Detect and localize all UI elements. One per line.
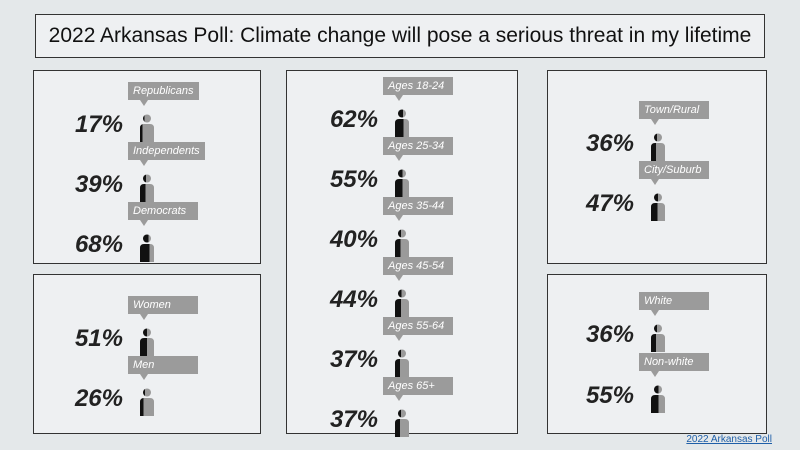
category-label: Democrats — [128, 202, 198, 226]
percent-label: 40% — [329, 226, 378, 253]
person-body — [140, 184, 154, 202]
item-age: Ages 25-34 55% — [288, 137, 478, 197]
person-body — [395, 419, 409, 437]
person-body — [140, 398, 154, 416]
percent-label: 55% — [585, 382, 634, 409]
item-age: Ages 45-54 44% — [288, 257, 478, 317]
percent-label: 51% — [74, 325, 123, 352]
person-head — [143, 114, 151, 123]
person-head — [398, 349, 406, 358]
person-body — [651, 395, 665, 413]
person-icon — [651, 193, 665, 221]
item-age: Ages 65+ 37% — [288, 377, 478, 437]
person-body — [395, 179, 409, 197]
category-label: Ages 55-64 — [383, 317, 453, 341]
item-party: Democrats 68% — [33, 202, 223, 262]
category-label: Ages 25-34 — [383, 137, 453, 161]
percent-label: 37% — [329, 346, 378, 373]
person-body — [140, 124, 154, 142]
category-label: Republicans — [128, 82, 199, 106]
person-icon — [140, 114, 154, 142]
item-place: City/Suburb 47% — [544, 161, 734, 221]
percent-label: 55% — [329, 166, 378, 193]
item-age: Ages 18-24 62% — [288, 77, 478, 137]
person-body — [651, 143, 665, 161]
item-race: Non-white 55% — [544, 353, 734, 413]
person-icon — [651, 133, 665, 161]
category-label: Ages 65+ — [383, 377, 453, 401]
item-party: Republicans 17% — [33, 82, 223, 142]
person-icon — [395, 409, 409, 437]
item-age: Ages 55-64 37% — [288, 317, 478, 377]
person-head — [398, 409, 406, 418]
chart-title: 2022 Arkansas Poll: Climate change will … — [48, 24, 752, 47]
percent-label: 17% — [74, 111, 123, 138]
person-icon — [395, 169, 409, 197]
person-icon — [395, 229, 409, 257]
person-icon — [395, 349, 409, 377]
person-body — [395, 359, 409, 377]
percent-label: 37% — [329, 406, 378, 433]
category-label: City/Suburb — [639, 161, 709, 185]
category-label: White — [639, 292, 709, 316]
category-label: Men — [128, 356, 198, 380]
person-icon — [140, 388, 154, 416]
person-head — [654, 193, 662, 202]
person-head — [654, 324, 662, 333]
person-icon — [651, 385, 665, 413]
item-age: Ages 35-44 40% — [288, 197, 478, 257]
person-body — [140, 244, 154, 262]
item-race: White 36% — [544, 292, 734, 352]
person-head — [143, 234, 151, 243]
category-label: Town/Rural — [639, 101, 709, 125]
percent-label: 39% — [74, 171, 123, 198]
percent-label: 36% — [585, 130, 634, 157]
category-label: Ages 35-44 — [383, 197, 453, 221]
percent-label: 44% — [329, 286, 378, 313]
person-head — [398, 109, 406, 118]
person-head — [654, 385, 662, 394]
item-gender: Women 51% — [33, 296, 223, 356]
person-icon — [651, 324, 665, 352]
percent-label: 36% — [585, 321, 634, 348]
person-head — [143, 328, 151, 337]
item-gender: Men 26% — [33, 356, 223, 416]
person-head — [398, 289, 406, 298]
person-body — [140, 338, 154, 356]
person-body — [395, 119, 409, 137]
percent-label: 47% — [585, 190, 634, 217]
person-head — [398, 229, 406, 238]
percent-label: 26% — [74, 385, 123, 412]
category-label: Non-white — [639, 353, 709, 377]
person-head — [654, 133, 662, 142]
person-icon — [395, 109, 409, 137]
item-party: Independents 39% — [33, 142, 223, 202]
source-link[interactable]: 2022 Arkansas Poll — [686, 434, 772, 445]
item-place: Town/Rural 36% — [544, 101, 734, 161]
person-head — [398, 169, 406, 178]
category-label: Ages 18-24 — [383, 77, 453, 101]
person-body — [395, 239, 409, 257]
person-icon — [395, 289, 409, 317]
person-icon — [140, 328, 154, 356]
person-body — [651, 334, 665, 352]
person-icon — [140, 174, 154, 202]
category-label: Women — [128, 296, 198, 320]
percent-label: 68% — [74, 231, 123, 258]
category-label: Independents — [128, 142, 205, 166]
person-head — [143, 174, 151, 183]
chart-title-box: 2022 Arkansas Poll: Climate change will … — [35, 14, 765, 58]
person-icon — [140, 234, 154, 262]
person-body — [651, 203, 665, 221]
person-head — [143, 388, 151, 397]
person-body — [395, 299, 409, 317]
percent-label: 62% — [329, 106, 378, 133]
category-label: Ages 45-54 — [383, 257, 453, 281]
